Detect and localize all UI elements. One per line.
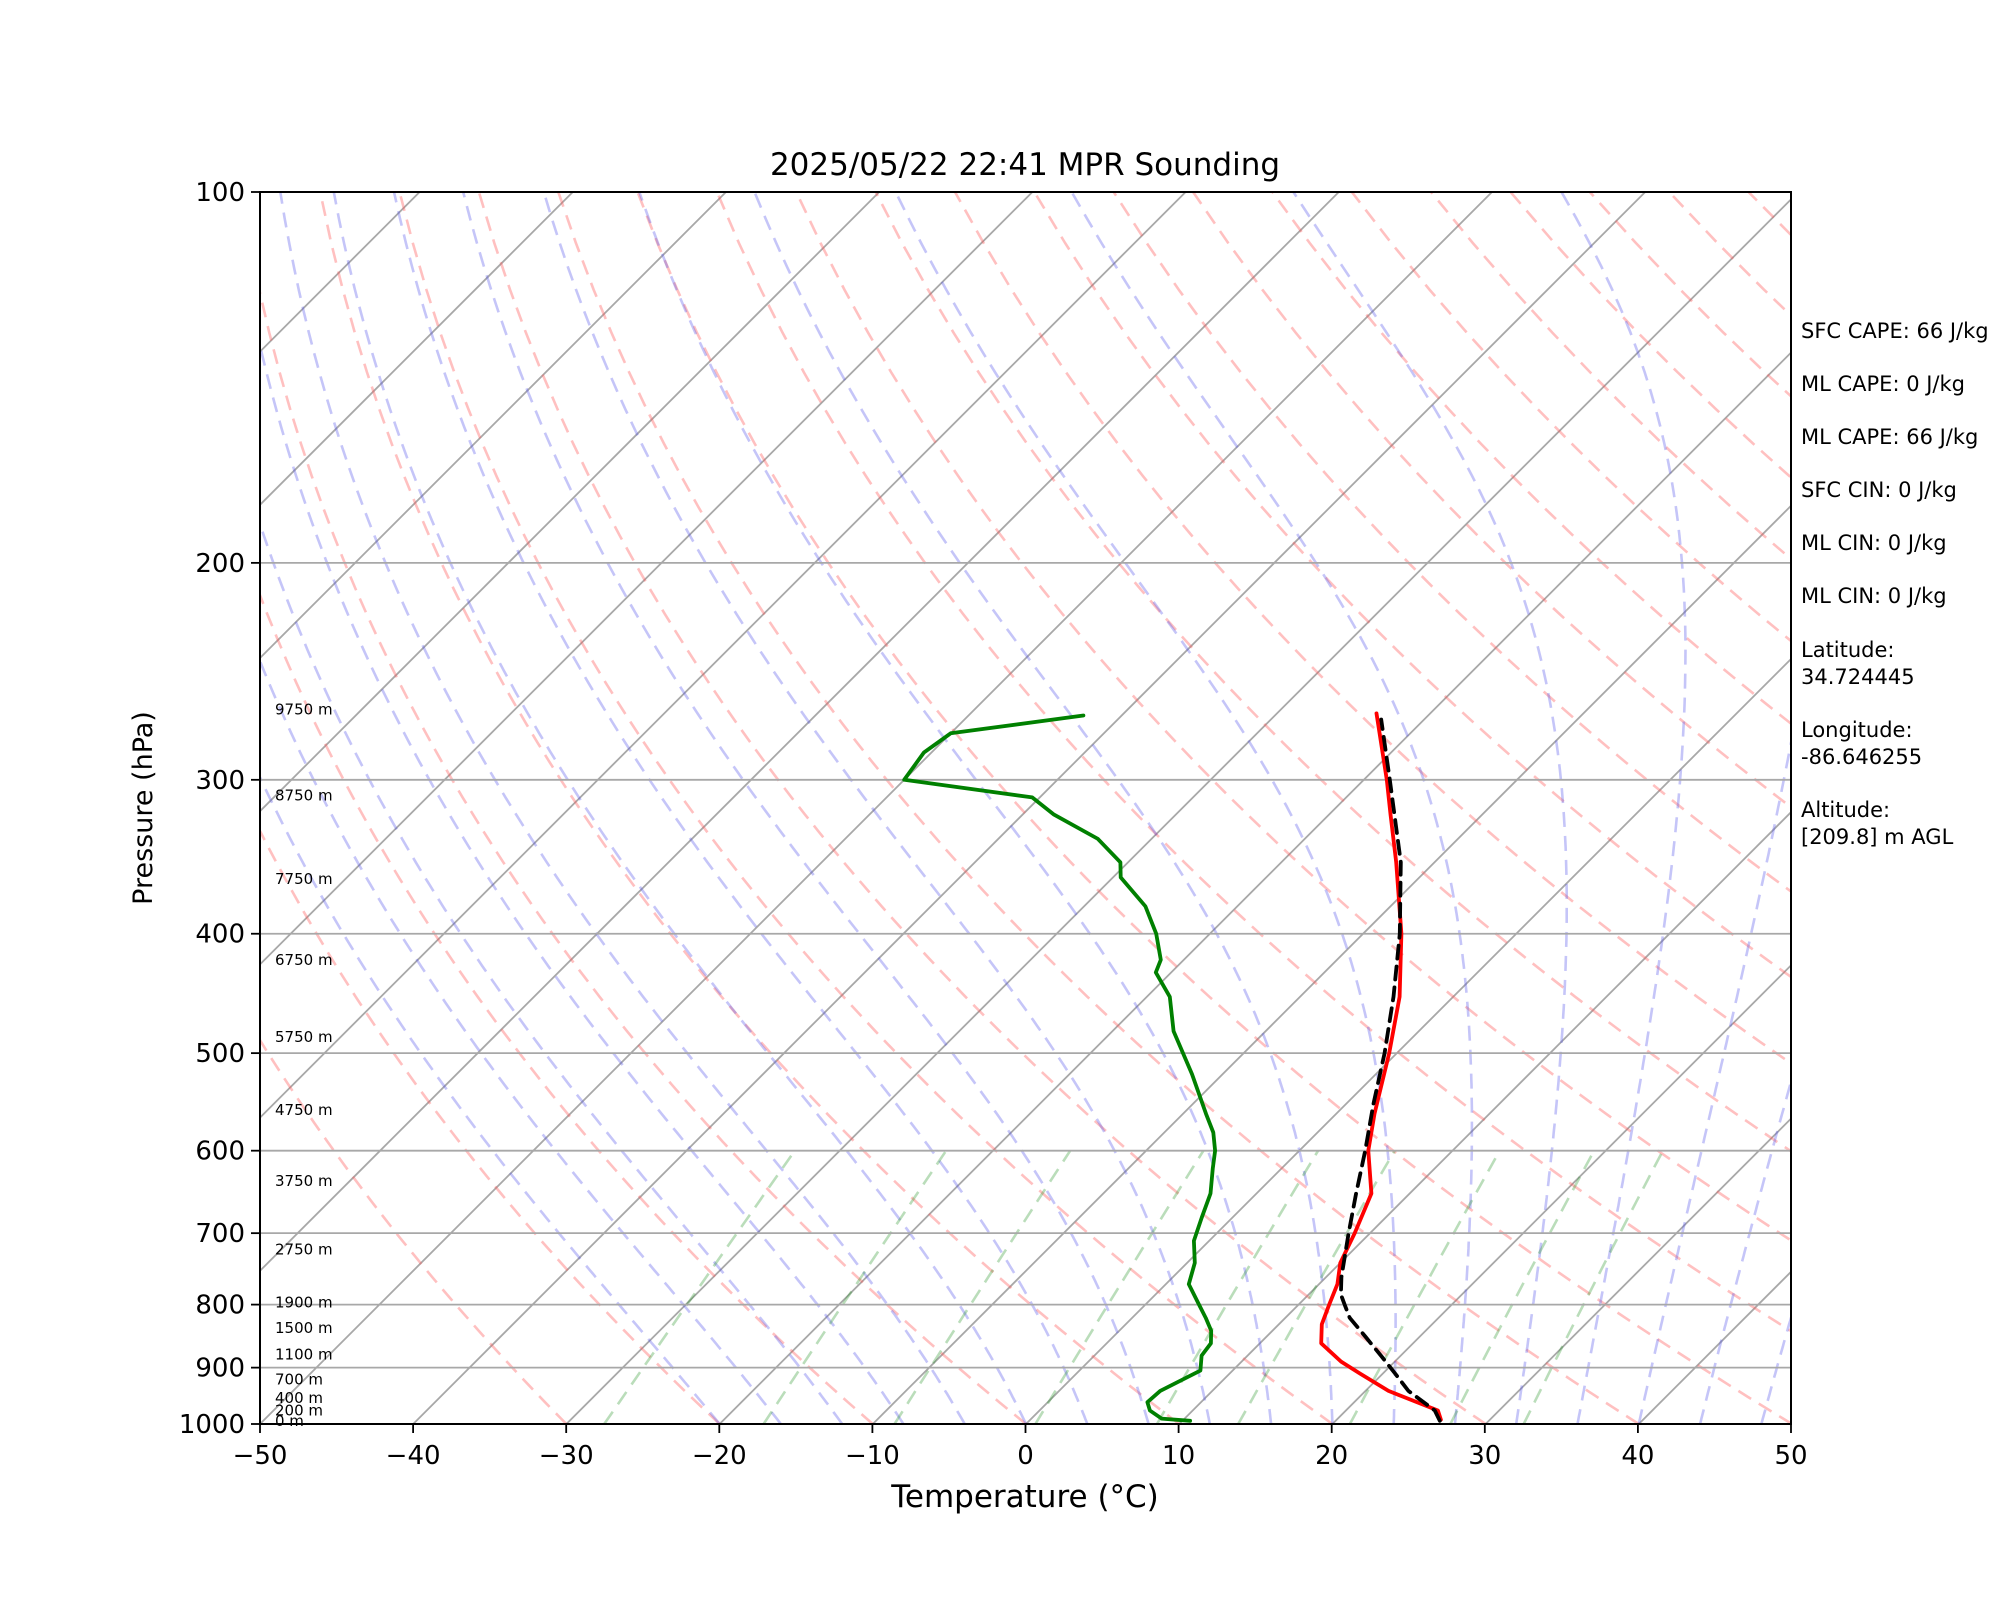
y-tick-label: 300 [195, 766, 245, 796]
height-label: 2750 m [275, 1241, 333, 1259]
height-label: 8750 m [275, 787, 333, 805]
height-label: 9750 m [275, 700, 333, 718]
x-axis-label: Temperature (°C) [890, 1479, 1159, 1515]
stats-line: [209.8] m AGL [1801, 825, 1954, 849]
y-tick-label: 800 [195, 1291, 245, 1321]
stats-line: Altitude: [1801, 798, 1890, 822]
height-label: 400 m [275, 1389, 323, 1407]
x-tick-label: 50 [1774, 1441, 1807, 1471]
stats-line: ML CAPE: 66 J/kg [1801, 425, 1978, 449]
height-label: 7750 m [275, 870, 333, 888]
stats-line: ML CIN: 0 J/kg [1801, 584, 1947, 608]
height-label: 1100 m [275, 1345, 333, 1363]
height-label: 4750 m [275, 1101, 333, 1119]
height-label: 6750 m [275, 951, 333, 969]
height-label: 1500 m [275, 1319, 333, 1337]
x-tick-label: 10 [1162, 1441, 1195, 1471]
height-label: 5750 m [275, 1028, 333, 1046]
x-tick-label: −50 [233, 1441, 288, 1471]
x-tick-label: 30 [1468, 1441, 1501, 1471]
x-tick-label: 40 [1621, 1441, 1654, 1471]
chart-title: 2025/05/22 22:41 MPR Sounding [770, 147, 1280, 183]
height-label: 3750 m [275, 1172, 333, 1190]
y-tick-label: 500 [195, 1039, 245, 1069]
x-tick-label: 0 [1017, 1441, 1034, 1471]
stats-line: -86.646255 [1801, 745, 1922, 769]
y-tick-label: 400 [195, 920, 245, 950]
x-tick-label: −40 [386, 1441, 441, 1471]
x-tick-label: −30 [539, 1441, 594, 1471]
stats-line: Longitude: [1801, 718, 1913, 742]
x-tick-label: −20 [692, 1441, 747, 1471]
stats-line: ML CIN: 0 J/kg [1801, 531, 1947, 555]
stats-line: Latitude: [1801, 638, 1895, 662]
x-tick-label: 20 [1315, 1441, 1348, 1471]
y-tick-label: 900 [195, 1354, 245, 1384]
y-tick-label: 200 [195, 549, 245, 579]
stats-line: ML CAPE: 0 J/kg [1801, 372, 1965, 396]
stats-line: SFC CIN: 0 J/kg [1801, 478, 1957, 502]
y-tick-label: 100 [195, 178, 245, 208]
height-label: 700 m [275, 1370, 323, 1388]
y-tick-label: 1000 [179, 1410, 245, 1440]
y-tick-label: 600 [195, 1137, 245, 1167]
stats-line: SFC CAPE: 66 J/kg [1801, 319, 1989, 343]
y-axis-label: Pressure (hPa) [128, 711, 159, 905]
height-label: 1900 m [275, 1294, 333, 1312]
x-tick-label: −10 [845, 1441, 900, 1471]
stats-line: 34.724445 [1801, 665, 1915, 689]
y-tick-label: 700 [195, 1219, 245, 1249]
